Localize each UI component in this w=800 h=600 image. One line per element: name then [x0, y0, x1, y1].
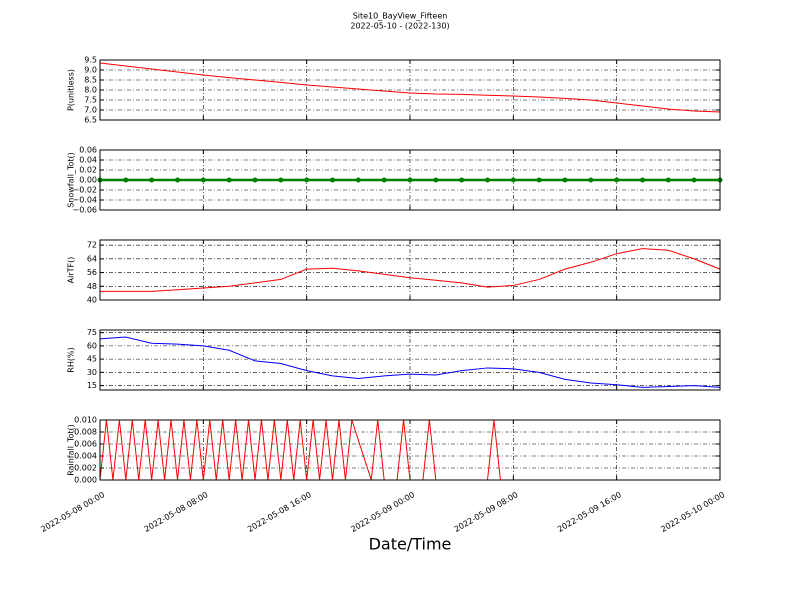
x-tick-label: 2022-05-08 00:00 [39, 490, 106, 534]
y-tick-label: 8.0 [84, 86, 97, 95]
y-tick-label: 0.002 [74, 464, 97, 473]
data-point [536, 177, 542, 183]
subtitle: 2022-05-10 - (2022-130) [350, 22, 449, 31]
y-axis-label: Rainfall_Tot() [67, 424, 76, 476]
y-tick-label: 45 [87, 355, 97, 364]
y-tick-label: 0.006 [74, 440, 97, 449]
data-point [330, 177, 335, 183]
y-tick-label: 7.5 [84, 96, 97, 105]
y-tick-label: 8.5 [84, 76, 97, 85]
y-tick-label: 30 [87, 368, 97, 377]
plot-frame [99, 149, 721, 211]
data-point [175, 177, 180, 183]
plot-frame [99, 329, 721, 391]
y-tick-label: −0.06 [72, 206, 97, 215]
data-point [665, 177, 671, 183]
x-tick-label: 2022-05-09 16:00 [556, 490, 623, 534]
data-point [640, 177, 645, 183]
y-tick-label: 0.04 [79, 156, 97, 165]
data-point [614, 177, 620, 183]
y-tick-label: 0.008 [74, 428, 97, 437]
plot-frame [99, 59, 721, 121]
plot-frame [99, 239, 721, 301]
y-tick-label: 0.06 [79, 146, 97, 155]
y-tick-label: 72 [87, 241, 97, 250]
y-tick-label: 9.5 [84, 56, 97, 65]
x-tick-label: 2022-05-10 00:00 [659, 490, 726, 534]
y-tick-label: 48 [87, 282, 97, 291]
data-line [99, 62, 721, 113]
title: Site10_BayView_Fifteen [353, 12, 448, 21]
y-tick-label: 0.004 [74, 452, 97, 461]
y-tick-label: 15 [87, 381, 97, 390]
x-tick-label: 2022-05-09 00:00 [349, 490, 416, 534]
y-tick-label: 60 [87, 341, 97, 350]
y-tick-label: −0.04 [72, 196, 97, 205]
y-tick-label: 40 [87, 296, 97, 305]
data-point [200, 177, 206, 183]
y-tick-label: 9.0 [84, 66, 97, 75]
x-axis-label: Date/Time [369, 535, 452, 554]
data-point [459, 177, 465, 183]
data-point [123, 177, 129, 183]
data-point [381, 177, 387, 183]
y-tick-label: 64 [87, 254, 97, 263]
data-point [691, 177, 697, 183]
data-line [100, 248, 721, 292]
y-tick-label: 75 [87, 328, 97, 337]
y-tick-label: 0.010 [74, 416, 97, 425]
plot-frame [99, 419, 721, 481]
y-tick-label: 6.5 [84, 116, 97, 125]
y-tick-label: −0.02 [72, 186, 97, 195]
x-tick-label: 2022-05-08 08:00 [143, 490, 210, 534]
y-tick-label: 0.000 [74, 476, 97, 485]
y-axis-label: RH(%) [67, 347, 76, 372]
data-line [99, 336, 721, 388]
data-point [485, 177, 490, 183]
data-point [433, 177, 439, 183]
y-tick-label: 0.00 [79, 176, 97, 185]
data-point [588, 177, 594, 183]
data-point [510, 177, 516, 183]
data-point [562, 177, 568, 183]
data-point [278, 177, 284, 183]
data-point [407, 177, 413, 183]
x-tick-label: 2022-05-09 08:00 [453, 490, 520, 534]
y-tick-label: 0.02 [79, 166, 97, 175]
data-point [304, 177, 310, 183]
y-axis-label: P(unitless) [67, 69, 76, 111]
data-point [149, 177, 155, 183]
x-tick-label: 2022-05-08 16:00 [246, 490, 313, 534]
y-axis-label: Snowfall_Tot() [67, 152, 76, 208]
y-axis-label: AirTF() [67, 257, 76, 284]
data-point [226, 177, 232, 183]
data-point [252, 177, 258, 183]
y-tick-label: 56 [87, 268, 97, 277]
data-point [355, 177, 361, 183]
y-tick-label: 7.0 [84, 106, 97, 115]
